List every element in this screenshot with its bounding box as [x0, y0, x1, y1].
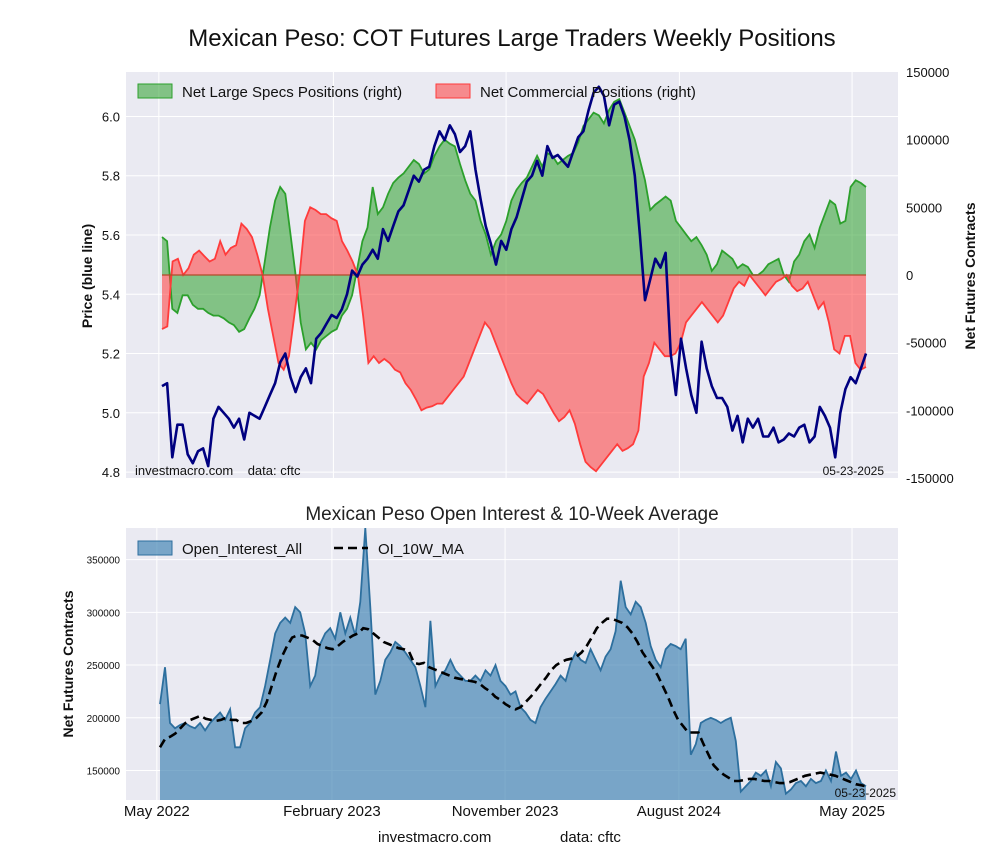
positions-source-annotation: investmacro.com data: cftc — [135, 463, 301, 478]
price-tick-label: 5.2 — [102, 347, 120, 362]
positions-tick-label: 100000 — [906, 133, 949, 148]
positions-date-annotation: 05-23-2025 — [823, 464, 885, 478]
open-interest-tick-label: 350000 — [87, 556, 121, 567]
open-interest-title: Mexican Peso Open Interest & 10-Week Ave… — [305, 504, 718, 525]
open-interest-date-annotation: 05-23-2025 — [835, 786, 897, 800]
positions-panel: 4.8 5.0 5.2 5.4 5.6 5.8 6.0 -150000 -100000 -500… — [79, 65, 978, 486]
open-interest-axis-ticks: 150000 200000 250000 300000 350000 — [87, 556, 121, 778]
positions-legend: Net Large Specs Positions (right) Net Co… — [137, 83, 696, 101]
positions-tick-label: -100000 — [906, 403, 954, 418]
positions-tick-label: 0 — [906, 268, 913, 283]
positions-axis-ticks: -150000 -100000 -50000 0 50000 100000 150000 — [906, 65, 954, 486]
date-tick-label: February 2023 — [283, 803, 381, 820]
specs-area-outline — [161, 97, 867, 352]
open-interest-tick-label: 250000 — [87, 661, 121, 672]
legend-label-specs: Net Large Specs Positions (right) — [182, 84, 402, 101]
legend-swatch-open-interest — [137, 540, 173, 556]
price-line — [161, 85, 868, 468]
price-tick-label: 5.0 — [102, 406, 120, 421]
open-interest-legend: Open_Interest_All OI_10W_MA — [137, 540, 464, 558]
legend-swatch-specs — [137, 83, 173, 99]
price-axis-label: Price (blue line) — [79, 224, 95, 328]
positions-tick-label: -150000 — [906, 471, 954, 486]
chart-title: Mexican Peso: COT Futures Large Traders … — [188, 25, 835, 52]
positions-tick-label: 50000 — [906, 200, 942, 215]
date-axis-ticks: May 2022 February 2023 November 2023 August… — [124, 803, 885, 820]
open-interest-ma-line — [158, 617, 867, 788]
open-interest-tick-label: 200000 — [87, 714, 121, 725]
positions-tick-label: -50000 — [906, 336, 946, 351]
open-interest-axis-label: Net Futures Contracts — [60, 590, 76, 737]
legend-label-ma: OI_10W_MA — [378, 541, 464, 558]
date-tick-label: May 2022 — [124, 803, 190, 820]
open-interest-tick-label: 150000 — [87, 766, 121, 777]
legend-label-commercial: Net Commercial Positions (right) — [480, 84, 696, 101]
date-tick-label: August 2024 — [637, 803, 721, 820]
footer-source: data: cftc — [560, 829, 621, 846]
date-tick-label: November 2023 — [452, 803, 559, 820]
legend-swatch-commercial — [435, 83, 471, 99]
commercial-area-fill — [162, 207, 866, 472]
price-tick-label: 6.0 — [102, 109, 120, 124]
price-tick-label: 4.8 — [102, 465, 120, 480]
positions-axis-label: Net Futures Contracts — [962, 202, 978, 349]
price-axis-ticks: 4.8 5.0 5.2 5.4 5.6 5.8 6.0 — [102, 109, 120, 480]
positions-tick-label: 150000 — [906, 65, 949, 80]
date-tick-label: May 2025 — [819, 803, 885, 820]
open-interest-area-outline — [159, 527, 867, 796]
legend-label-open-interest: Open_Interest_All — [182, 541, 302, 558]
price-tick-label: 5.4 — [102, 287, 120, 302]
open-interest-tick-label: 300000 — [87, 608, 121, 619]
price-tick-label: 5.6 — [102, 228, 120, 243]
open-interest-panel: 150000 200000 250000 300000 350000 May 2022 F… — [60, 527, 898, 820]
footer-site: investmacro.com — [378, 829, 491, 846]
price-tick-label: 5.8 — [102, 169, 120, 184]
